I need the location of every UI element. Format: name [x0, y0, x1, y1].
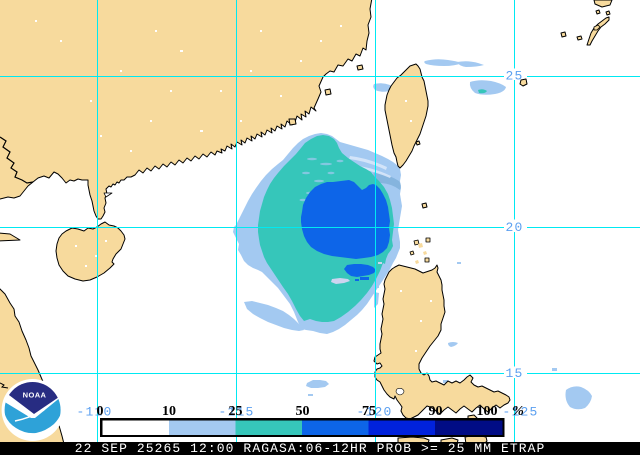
svg-text:50: 50	[296, 404, 310, 419]
svg-text:-120: -120	[357, 405, 393, 420]
svg-text:-110: -110	[77, 405, 113, 420]
svg-text:-125: -125	[503, 405, 539, 420]
svg-text:25: 25	[229, 404, 243, 419]
svg-text:75: 75	[362, 404, 376, 419]
svg-text:90: 90	[429, 404, 443, 419]
svg-text:15: 15	[506, 366, 524, 381]
svg-text:0: 0	[97, 404, 104, 419]
svg-text:100: 100	[477, 404, 498, 419]
svg-text:22 SEP 25265 12:00 RAGASA:06-1: 22 SEP 25265 12:00 RAGASA:06-12HR PROB >…	[75, 441, 546, 455]
svg-text:NOAA: NOAA	[23, 391, 47, 400]
svg-text:10: 10	[162, 404, 176, 419]
svg-text:25: 25	[506, 69, 524, 84]
svg-text:-115: -115	[219, 405, 255, 420]
svg-text:%: %	[512, 404, 524, 419]
svg-text:20: 20	[506, 220, 524, 235]
